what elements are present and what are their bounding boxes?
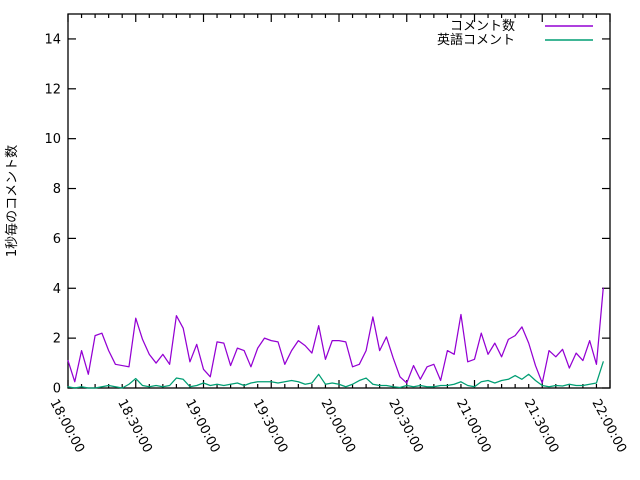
y-tick-label: 6 [53,232,61,247]
legend-label-comments: コメント数 [450,19,515,34]
y-tick-label: 14 [44,32,61,47]
y-tick-label: 0 [53,382,61,397]
y-axis: 0 2 4 6 8 10 12 14 [44,32,610,397]
x-tick-label: 18:00:00 [46,397,87,456]
y-tick-label: 8 [53,182,61,197]
x-tick-label: 22:00:00 [588,397,629,456]
y-tick-label: 10 [44,132,61,147]
x-tick-label: 20:30:00 [385,397,426,456]
x-tick-label: 18:30:00 [114,397,155,456]
y-tick-label: 2 [53,332,61,347]
y-tick-label: 4 [53,282,61,297]
legend-label-english-comments: 英語コメント [437,32,515,48]
series-line-comments [67,287,604,384]
y-axis-title: 1秒毎のコメント数 [4,145,20,257]
plot-border [67,13,611,389]
x-tick-label: 21:30:00 [521,397,562,456]
y-tick-label: 12 [44,82,61,97]
x-tick-label: 21:00:00 [453,397,494,456]
x-tick-label: 19:30:00 [250,397,291,456]
series-line-english-comments [67,361,604,389]
x-axis: 18:00:00 18:30:00 19:00:00 19:30:00 20:00:00… [46,14,629,455]
x-tick-label: 19:00:00 [182,397,223,456]
x-tick-label: 20:00:00 [317,397,358,456]
